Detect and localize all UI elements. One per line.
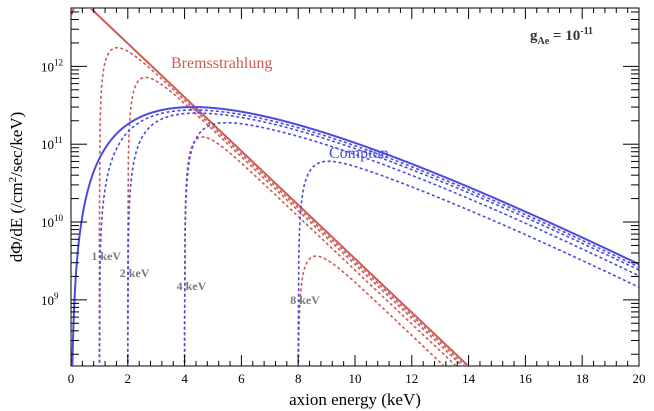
series-line-compton-2kev — [127, 112, 639, 366]
bremsstrahlung-legend-label: Bremsstrahlung — [171, 55, 272, 72]
threshold-label-8kev: 8 keV — [290, 293, 320, 307]
series-line-compton-8kev — [297, 160, 639, 366]
compton-legend-label: Compton — [329, 145, 389, 162]
x-tick-label: 18 — [576, 371, 589, 386]
threshold-label-1kev: 1 keV — [91, 249, 121, 263]
series-line-compton-total — [71, 106, 639, 366]
labels-group: 1 keV 2 keV 4 keV 8 keV — [91, 249, 320, 307]
y-axis-label: dΦ/dE (/cm2/sec/keV) — [7, 112, 26, 263]
y-tick-label: 1010 — [41, 213, 64, 230]
series-line-bremsstrahlung-2kev — [127, 76, 464, 366]
x-tick-label: 14 — [462, 371, 476, 386]
x-tick-label: 20 — [633, 371, 646, 386]
y-tick-label: 1011 — [41, 135, 63, 152]
series-line-bremsstrahlung-8kev — [297, 255, 446, 366]
curves-group — [71, 8, 639, 366]
series-line-bremsstrahlung-1kev — [98, 46, 467, 366]
threshold-label-4kev: 4 keV — [177, 279, 207, 293]
y-tick-label: 1012 — [41, 57, 63, 74]
plot-frame — [70, 7, 640, 367]
series-line-bremsstrahlung-4kev — [183, 136, 458, 366]
x-tick-label: 12 — [405, 371, 418, 386]
series-line-compton-1kev — [98, 109, 639, 366]
x-tick-label: 8 — [295, 371, 302, 386]
x-tick-label: 0 — [68, 371, 75, 386]
x-tick-label: 6 — [238, 371, 245, 386]
x-axis-label: axion energy (keV) — [289, 390, 421, 409]
series-line-bremsstrahlung-total — [71, 8, 470, 366]
y-tick-label: 109 — [41, 291, 59, 308]
x-tick-label: 16 — [519, 371, 533, 386]
x-tick-label: 10 — [349, 371, 362, 386]
x-tick-label: 2 — [125, 371, 132, 386]
threshold-label-2kev: 2 keV — [120, 266, 150, 280]
x-tick-label: 4 — [181, 371, 188, 386]
coupling-label: gAe = 10-11 — [530, 26, 593, 47]
